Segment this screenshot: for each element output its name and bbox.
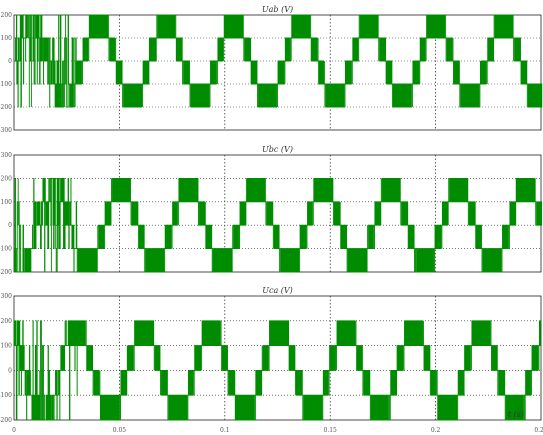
y-tick-label: 0	[8, 222, 12, 229]
y-tick-label: -200	[0, 269, 12, 276]
y-tick-label: 300	[1, 152, 13, 159]
panel-uca: Uca (V) 300 200 100 0 -100 -200	[0, 286, 542, 424]
chart-title: Uab (V)	[262, 5, 293, 14]
chart-title: Uca (V)	[262, 286, 293, 295]
x-axis: t (s) 0 0.05 0.1 0.15 0.2 0.25	[12, 410, 543, 434]
y-tick-label: 0	[8, 58, 12, 65]
y-tick-label: 200	[1, 175, 13, 182]
y-tick-label: -200	[0, 104, 12, 111]
x-tick-label: 0.2	[431, 427, 441, 434]
panel-uab: Uab (V) 200 100 0 -100 -200 -300	[0, 5, 543, 134]
x-tick-label: 0.25	[534, 427, 543, 434]
chart-title: Ubc (V)	[262, 145, 293, 154]
series-line-uca	[13, 320, 542, 421]
series-line-uab	[14, 14, 543, 108]
x-tick-label: 0.1	[220, 427, 230, 434]
panel-ubc: Ubc (V) 300 200 100 0 -100 -200	[0, 145, 543, 276]
y-tick-label: -100	[0, 81, 12, 88]
y-tick-label: -300	[0, 127, 12, 134]
y-tick-label: -200	[0, 417, 12, 424]
y-tick-label: -100	[0, 246, 12, 253]
x-axis-label: t (s)	[508, 410, 524, 419]
y-tick-label: 200	[1, 12, 13, 19]
y-tick-label: 100	[1, 35, 13, 42]
y-tick-label: 100	[1, 199, 13, 206]
plot-frame	[13, 14, 542, 131]
plot-frame	[13, 295, 542, 421]
y-tick-label: 0	[8, 367, 12, 374]
y-tick-label: 100	[1, 343, 13, 350]
x-tick-label: 0.15	[324, 427, 338, 434]
y-tick-label: 300	[1, 293, 13, 300]
x-tick-label: 0	[12, 427, 16, 434]
y-tick-label: -100	[0, 392, 12, 399]
x-tick-label: 0.05	[113, 427, 127, 434]
series-line-ubc	[13, 177, 543, 273]
y-tick-label: 200	[1, 318, 13, 325]
